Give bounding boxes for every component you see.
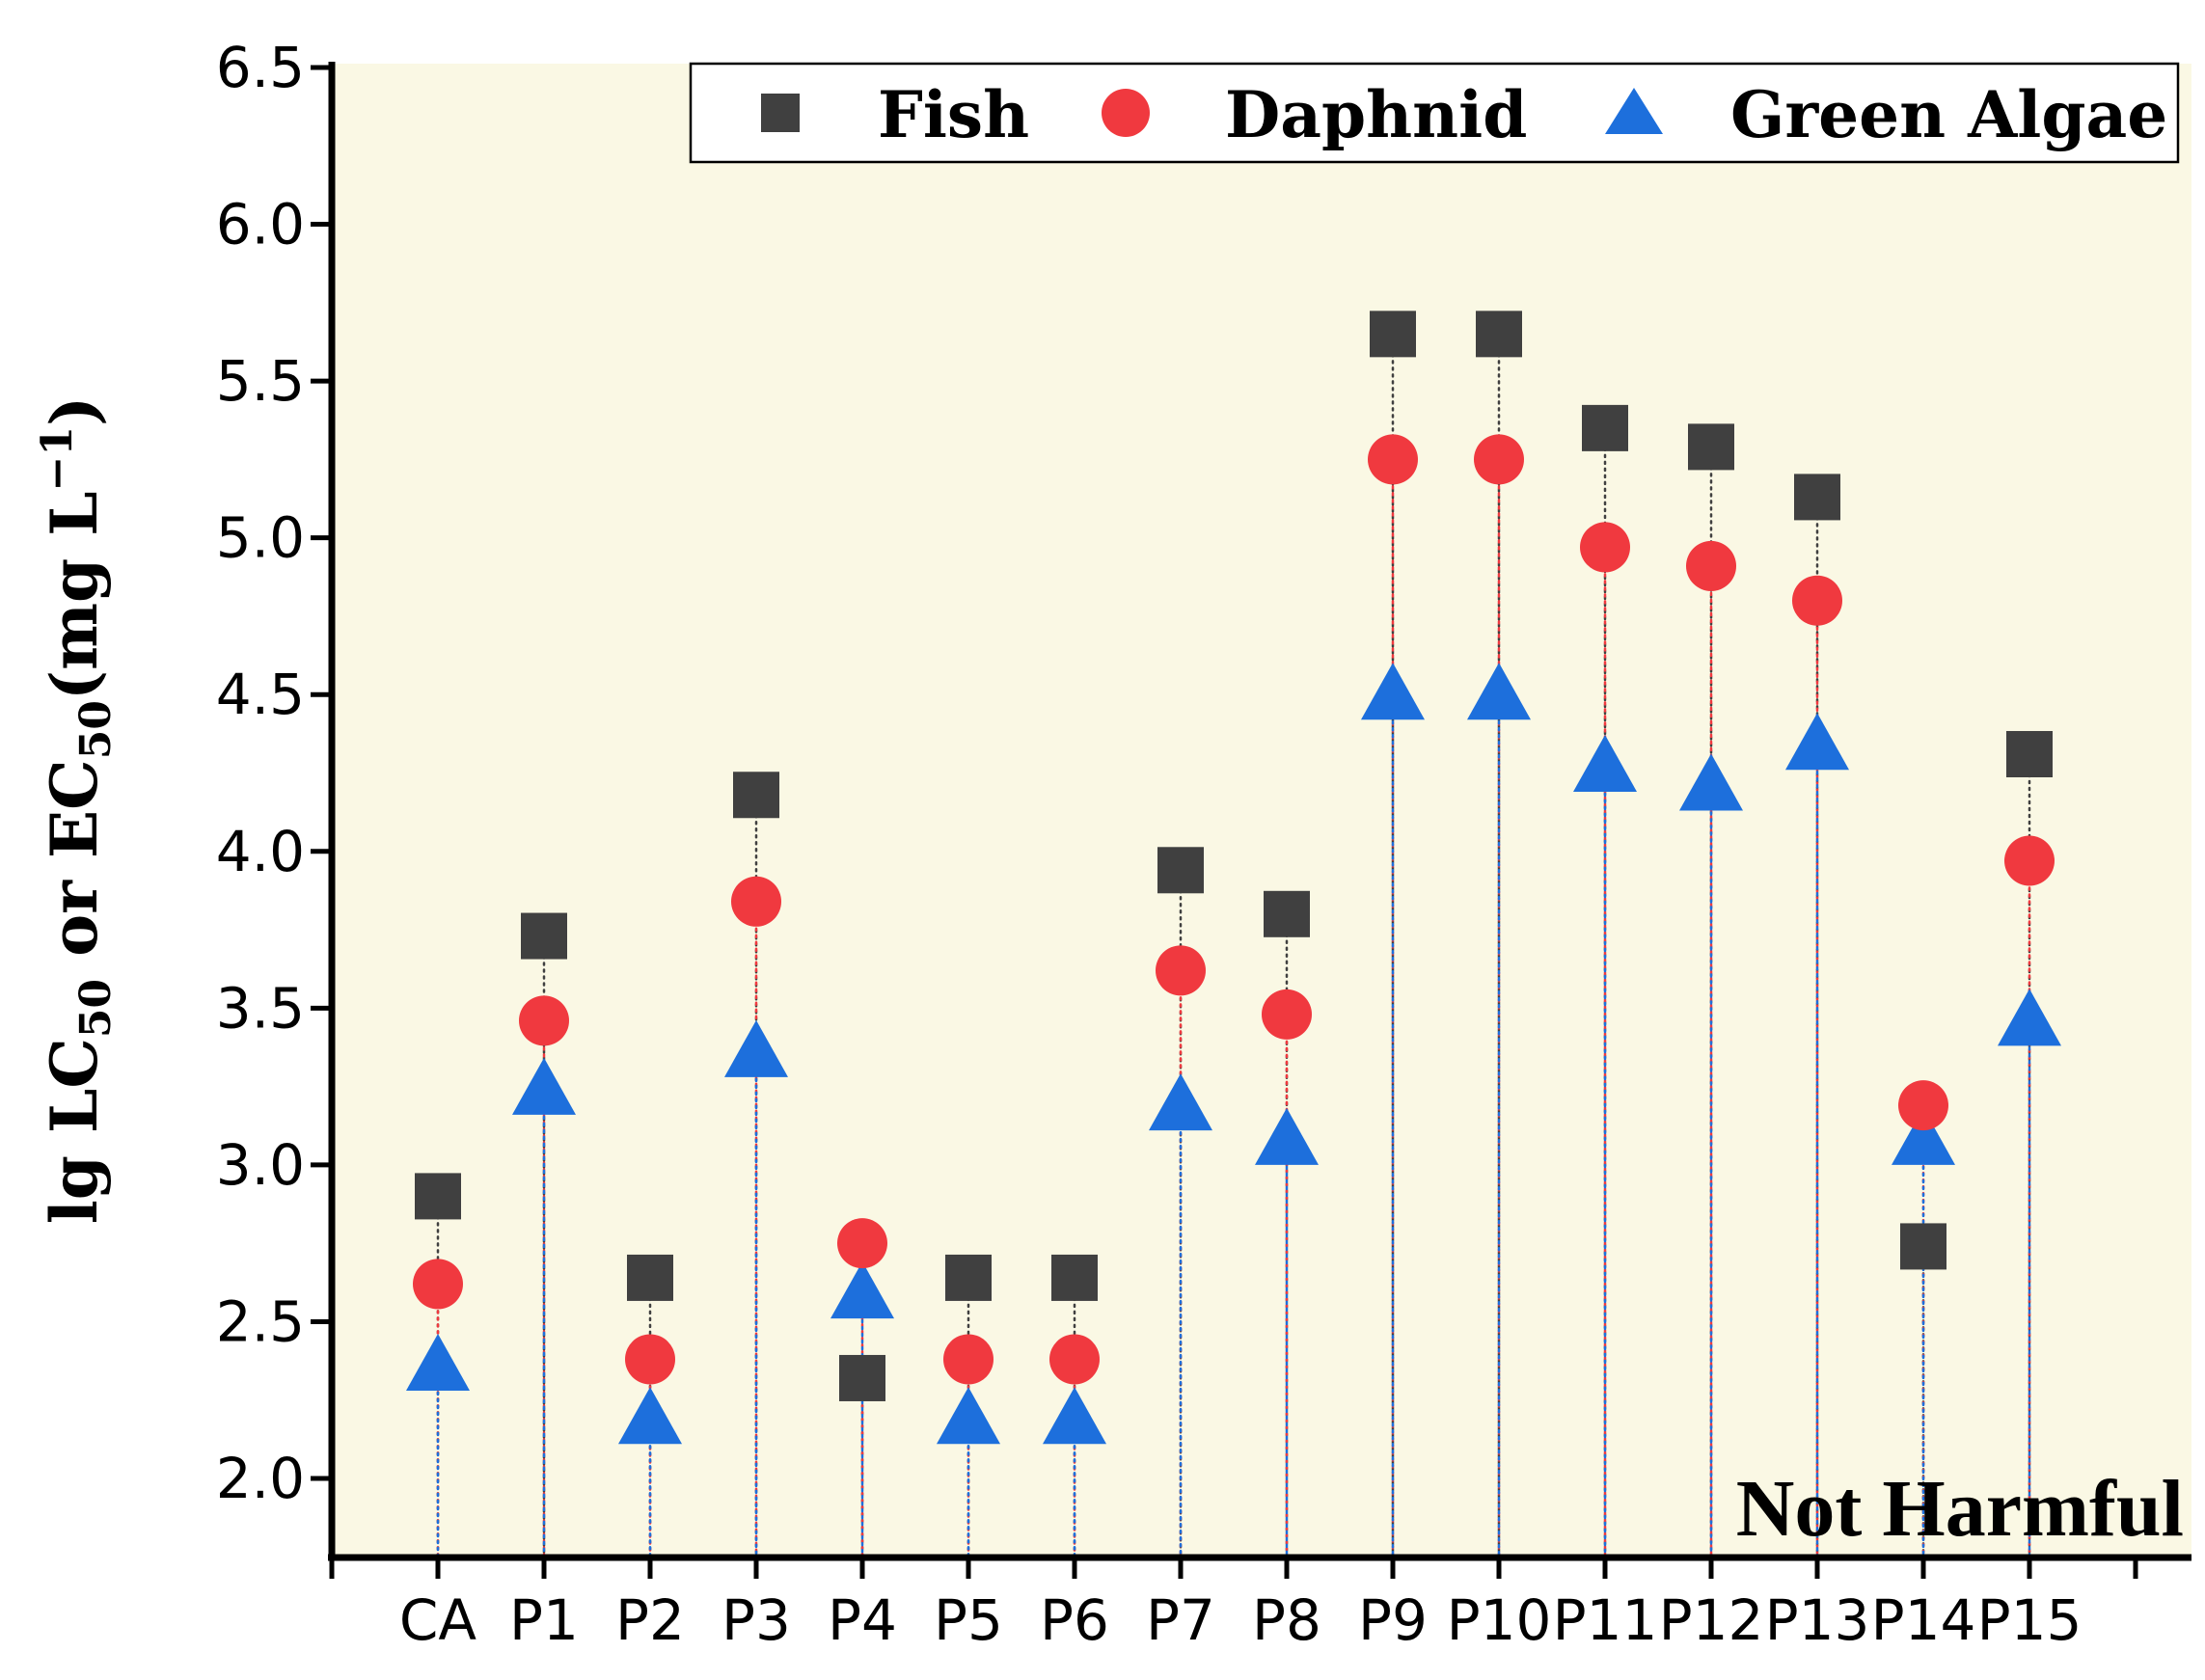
point-green-algae-p11 (1573, 734, 1637, 792)
point-fish-p3 (733, 772, 779, 819)
point-daphnid-p8 (1262, 989, 1312, 1040)
x-tick-label: P12 (1659, 1587, 1764, 1653)
point-daphnid-p1 (519, 995, 569, 1046)
y-axis-title: lg LC50 or EC50(mg L−1) (33, 396, 121, 1225)
x-tick-label: P8 (1252, 1587, 1321, 1653)
point-daphnid-p5 (943, 1334, 994, 1385)
annotation-not-harmful: Not Harmful (1736, 1464, 2184, 1554)
point-green-algae-p9 (1361, 663, 1425, 720)
point-green-algae-p3 (724, 1019, 788, 1077)
point-green-algae-p15 (1998, 989, 2061, 1046)
legend-green-algae-marker (1605, 88, 1663, 134)
x-tick-label: CA (399, 1587, 476, 1653)
x-tick-label: P10 (1447, 1587, 1552, 1653)
x-tick-label: P6 (1040, 1587, 1109, 1653)
x-tick-label: P14 (1871, 1587, 1976, 1653)
y-tick-label: 4.0 (216, 819, 305, 884)
point-green-algae-p1 (512, 1057, 576, 1115)
point-daphnid-p2 (625, 1334, 675, 1385)
y-title-part4: ) (37, 396, 112, 426)
point-daphnid-p10 (1474, 434, 1524, 485)
point-fish-p5 (945, 1254, 992, 1301)
y-title-part3: (mg L (37, 491, 112, 700)
point-fish-p4 (839, 1354, 885, 1401)
legend-daphnid-marker (1102, 89, 1150, 137)
point-fish-p10 (1476, 311, 1522, 358)
point-daphnid-p14 (1898, 1080, 1948, 1131)
point-green-algae-p6 (1043, 1387, 1106, 1445)
point-fish-p11 (1582, 404, 1628, 451)
point-green-algae-p2 (618, 1387, 682, 1445)
y-tick-label: 5.0 (216, 505, 305, 571)
x-tick-label: P13 (1765, 1587, 1870, 1653)
point-green-algae-p7 (1149, 1073, 1212, 1131)
y-title-part2: or EC (37, 759, 112, 979)
x-tick-label: P2 (615, 1587, 685, 1653)
y-tick-label: 5.5 (216, 348, 305, 414)
point-daphnid-p6 (1049, 1334, 1100, 1385)
point-fish-p9 (1370, 311, 1416, 358)
point-green-algae-p10 (1467, 663, 1531, 720)
y-ticks: 2.0 2.5 3.0 3.5 4.0 4.5 5.0 5.5 6.0 6.5 (216, 35, 332, 1511)
point-daphnid-p13 (1792, 575, 1842, 626)
y-tick-label: 2.0 (216, 1446, 305, 1511)
point-fish-p8 (1264, 890, 1310, 937)
point-fish-p1 (521, 912, 567, 960)
point-daphnid-p11 (1580, 522, 1630, 573)
plot-background (332, 64, 2191, 1558)
y-tick-label: 6.5 (216, 35, 305, 100)
x-tick-label: P7 (1146, 1587, 1215, 1653)
point-fish-p15 (2006, 730, 2053, 777)
point-daphnid-p15 (2004, 835, 2055, 886)
legend-fish-marker (761, 94, 800, 132)
point-green-algae-p4 (830, 1261, 894, 1319)
point-green-algae-p14 (1892, 1107, 1955, 1165)
y-tick-label: 6.0 (216, 192, 305, 257)
legend-fish-label: Fish (878, 77, 1029, 152)
x-ticks: CA P1 P2 P3 P4 P5 P6 P7 P8 P9 P10 P11 P12 P13 P14 P15 (329, 1558, 2138, 1653)
point-fish-p7 (1157, 847, 1204, 894)
point-daphnid-p3 (731, 876, 781, 927)
y-tick-label: 3.5 (216, 975, 305, 1041)
legend: Fish Daphnid Green Algae (689, 62, 2180, 164)
point-fish-p12 (1688, 423, 1734, 471)
x-tick-label: P5 (934, 1587, 1003, 1653)
point-daphnid-p12 (1686, 540, 1736, 591)
legend-daphnid-label: Daphnid (1225, 77, 1527, 152)
x-tick-label: P3 (721, 1587, 791, 1653)
markers (406, 311, 2061, 1445)
x-tick-label: P15 (1977, 1587, 2082, 1653)
x-tick-label: P1 (509, 1587, 579, 1653)
point-fish-p13 (1794, 474, 1840, 521)
x-tick-label: P4 (828, 1587, 897, 1653)
x-tick-label: P9 (1358, 1587, 1428, 1653)
point-green-algae-p13 (1785, 713, 1849, 771)
point-green-algae-ca (406, 1333, 470, 1391)
y-title-sub1: 50 (71, 979, 121, 1038)
point-green-algae-p5 (937, 1387, 1000, 1445)
point-daphnid-p4 (837, 1218, 887, 1269)
point-fish-ca (415, 1173, 461, 1220)
point-green-algae-p8 (1255, 1107, 1319, 1165)
x-tick-label: P11 (1553, 1587, 1658, 1653)
y-title-part1: lg LC (37, 1038, 112, 1224)
legend-box (689, 62, 2180, 164)
y-tick-label: 3.0 (216, 1132, 305, 1198)
point-fish-p2 (627, 1254, 673, 1301)
y-tick-label: 4.5 (216, 662, 305, 727)
point-daphnid-ca (413, 1259, 463, 1310)
point-daphnid-p9 (1368, 434, 1418, 485)
point-fish-p14 (1900, 1223, 1946, 1270)
y-tick-label: 2.5 (216, 1288, 305, 1354)
point-green-algae-p12 (1679, 753, 1743, 811)
point-daphnid-p7 (1156, 945, 1206, 996)
legend-green-algae-label: Green Algae (1730, 77, 2167, 152)
y-title-sub2: 50 (71, 700, 121, 759)
y-title-sup: −1 (33, 426, 82, 491)
point-fish-p6 (1051, 1254, 1098, 1301)
